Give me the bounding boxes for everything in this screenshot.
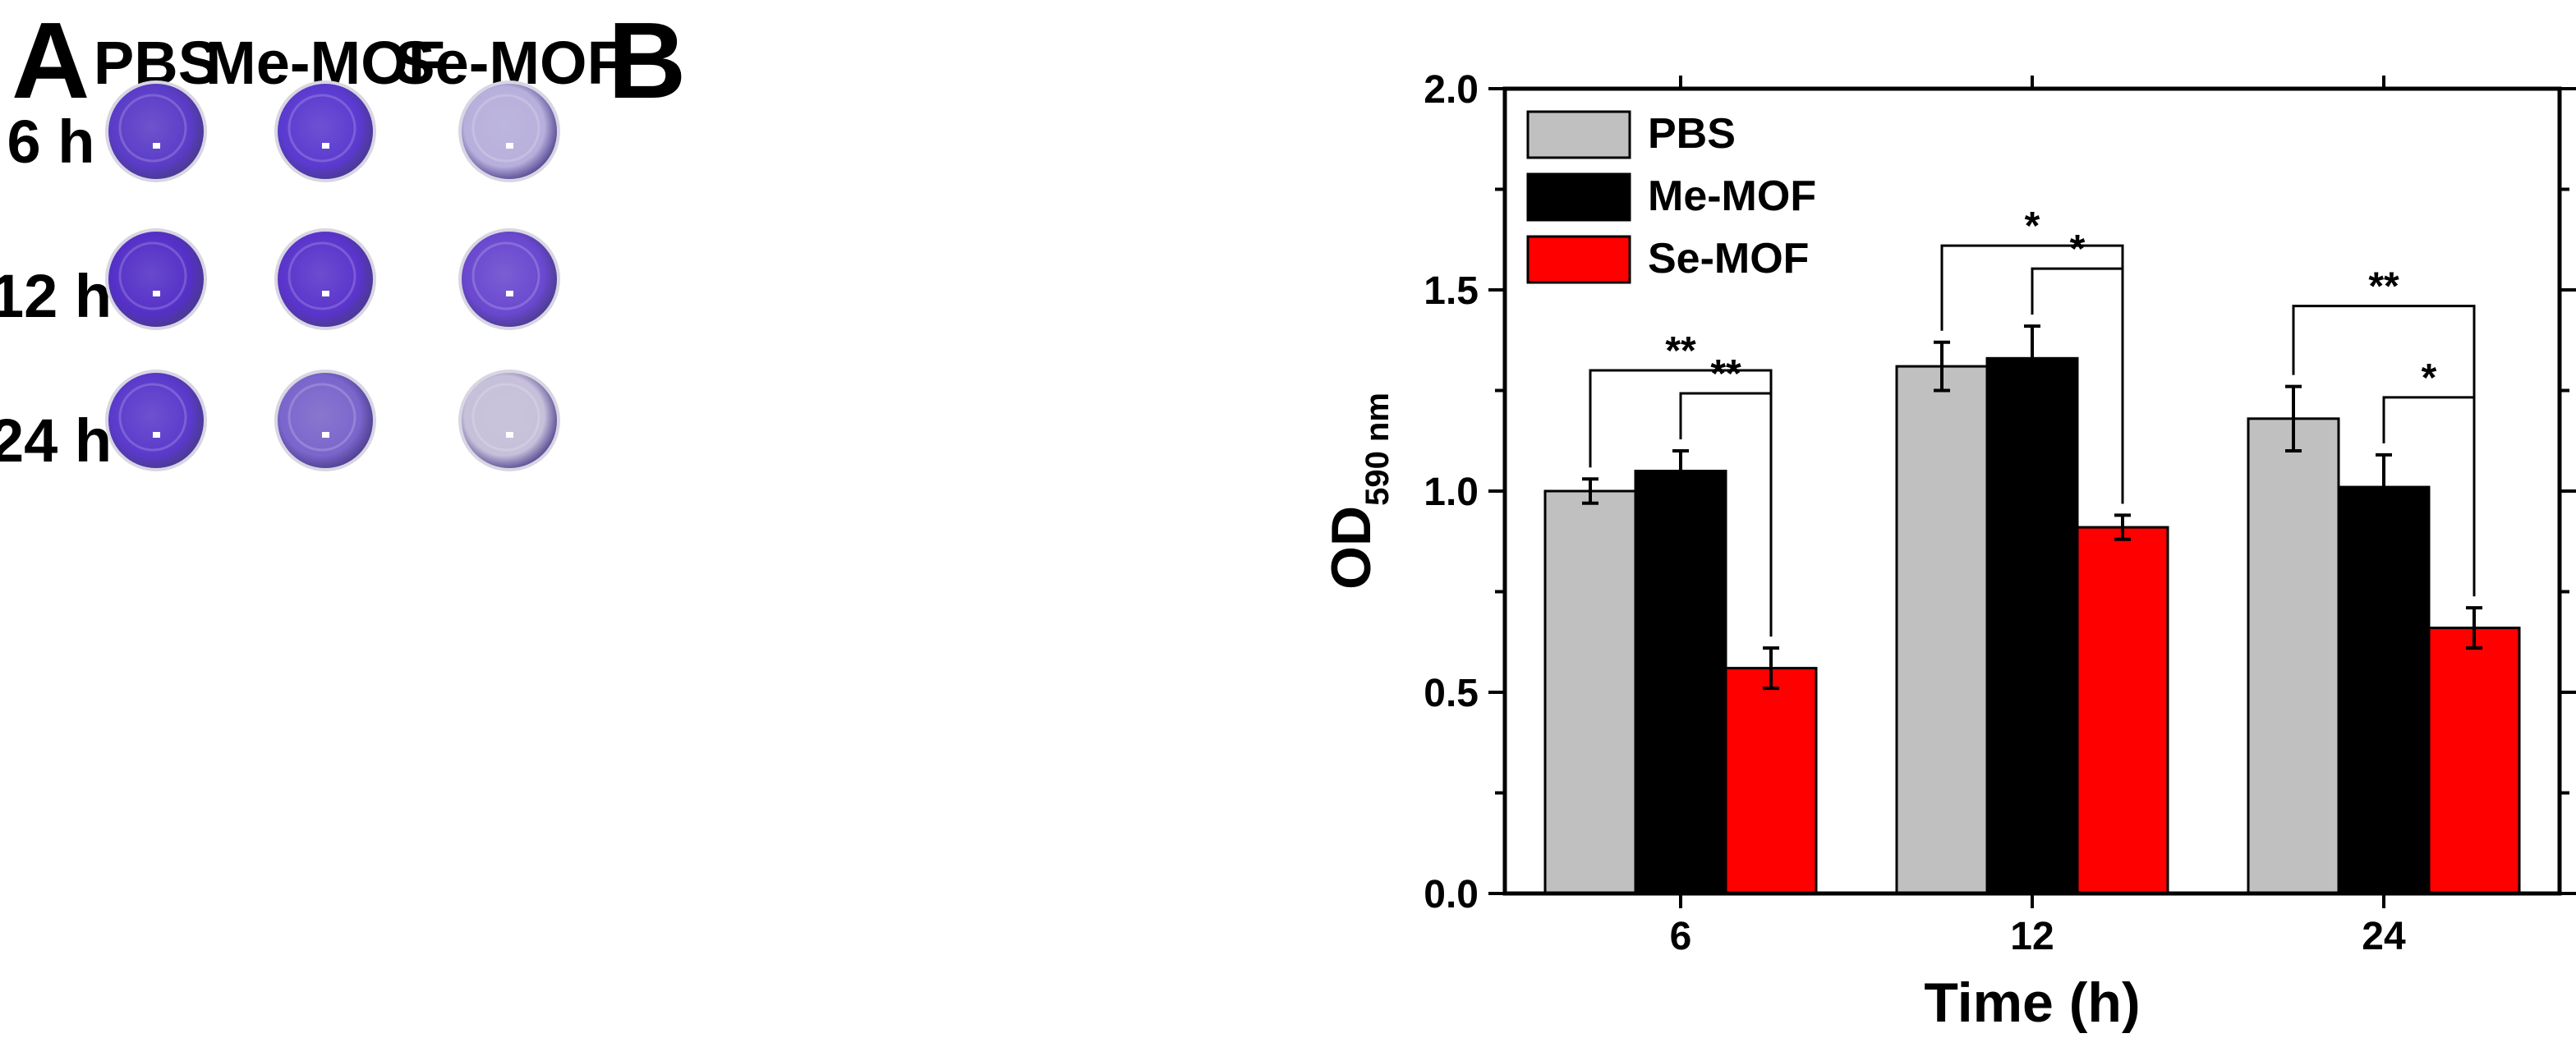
well-highlight — [153, 291, 160, 296]
legend-swatch-se-mof — [1526, 235, 1631, 284]
x-tick-label: 6 — [1670, 915, 1692, 958]
row-label-12h: 12 h — [0, 262, 113, 330]
y-axis-label: OD590 nm — [1320, 393, 1396, 590]
well-fill — [278, 373, 373, 468]
well-highlight — [322, 291, 329, 296]
significance-bracket — [2292, 305, 2476, 597]
legend: PBS Me-MOF Se-MOF — [1526, 110, 1816, 284]
bar-pbs-6h — [1543, 489, 1637, 895]
well-highlight — [322, 432, 329, 438]
bars — [1543, 324, 2521, 895]
well-highlight — [506, 291, 513, 296]
panel-b-letter: B — [608, 0, 687, 121]
y-axis-ticks — [1488, 87, 2576, 895]
x-tick-label: 12 — [2010, 915, 2054, 958]
well-highlight — [153, 432, 160, 438]
well-fill — [278, 84, 373, 179]
bar-se-mof-12h — [2076, 526, 2169, 895]
well-12h-se-mof — [458, 228, 560, 330]
error-bar — [2024, 324, 2040, 393]
well-fill — [462, 232, 557, 327]
well-plate-photo — [105, 80, 560, 471]
row-label-6h: 6 h — [7, 108, 95, 176]
well-fill — [108, 373, 204, 468]
y-tick-label: 1.5 — [1424, 269, 1479, 313]
well-6h-me-mof — [274, 80, 376, 182]
significance-label: ** — [1665, 329, 1696, 373]
bar-se-mof-24h — [2427, 627, 2521, 895]
y-axis-label-subscript: 590 nm — [1359, 393, 1396, 506]
significance-label: ** — [1710, 352, 1741, 396]
bar-me-mof-6h — [1634, 470, 1727, 895]
well-24h-se-mof — [458, 370, 560, 471]
significance-bracket — [1589, 369, 1773, 637]
well-24h-pbs — [105, 370, 207, 471]
well-fill — [462, 84, 557, 179]
legend-swatch-pbs — [1526, 110, 1631, 159]
row-label-24h: 24 h — [0, 406, 113, 475]
well-inner-ring — [472, 383, 540, 452]
error-bar — [2285, 384, 2302, 452]
legend-swatch-me-mof — [1526, 172, 1631, 222]
bar-pbs-24h — [2247, 417, 2340, 895]
error-bar — [2466, 606, 2482, 650]
well-highlight — [506, 432, 513, 438]
x-tick-label: 24 — [2362, 915, 2406, 958]
legend-label-me-mof: Me-MOF — [1648, 172, 1816, 220]
bar-me-mof-12h — [1985, 356, 2079, 895]
x-axis-label: Time (h) — [1924, 971, 2140, 1034]
well-inner-ring — [118, 241, 187, 310]
legend-label-se-mof: Se-MOF — [1648, 235, 1809, 282]
well-highlight — [506, 143, 513, 149]
error-bar — [1582, 477, 1598, 505]
error-bar — [2114, 513, 2131, 541]
bar-se-mof-6h — [1724, 667, 1818, 895]
significance-label: * — [2025, 204, 2040, 248]
well-6h-pbs — [105, 80, 207, 182]
well-12h-me-mof — [274, 228, 376, 330]
well-inner-ring — [118, 383, 187, 452]
well-fill — [108, 84, 204, 179]
y-tick-label: 1.0 — [1424, 471, 1479, 514]
bar-pbs-12h — [1895, 365, 1989, 895]
error-bar — [1934, 340, 1950, 393]
panel-a-letter: A — [12, 0, 90, 121]
y-tick-label: 0.0 — [1424, 873, 1479, 916]
significance-brackets: ********* — [1589, 204, 2476, 637]
error-bar — [2376, 452, 2392, 521]
plot-frame — [1502, 86, 2562, 896]
bar-me-mof-24h — [2337, 485, 2431, 895]
well-6h-se-mof — [458, 80, 560, 182]
well-fill — [462, 373, 557, 468]
y-axis-label-main: OD — [1320, 506, 1382, 590]
well-fill — [108, 232, 204, 327]
well-highlight — [153, 143, 160, 149]
well-inner-ring — [288, 241, 356, 310]
well-24h-me-mof — [274, 370, 376, 471]
well-inner-ring — [288, 383, 356, 452]
significance-label: * — [2422, 356, 2437, 400]
well-inner-ring — [288, 94, 356, 163]
well-inner-ring — [472, 241, 540, 310]
error-bar — [1763, 646, 1779, 691]
y-tick-label: 0.5 — [1424, 672, 1479, 715]
significance-label: ** — [2368, 265, 2399, 309]
well-inner-ring — [118, 94, 187, 163]
significance-label: * — [2070, 227, 2086, 271]
well-fill — [278, 232, 373, 327]
well-inner-ring — [472, 94, 540, 163]
error-bar — [1672, 449, 1689, 493]
significance-bracket — [1940, 244, 2124, 504]
well-12h-pbs — [105, 228, 207, 330]
legend-label-pbs: PBS — [1648, 110, 1736, 158]
well-highlight — [322, 143, 329, 149]
y-tick-label: 2.0 — [1424, 68, 1479, 112]
